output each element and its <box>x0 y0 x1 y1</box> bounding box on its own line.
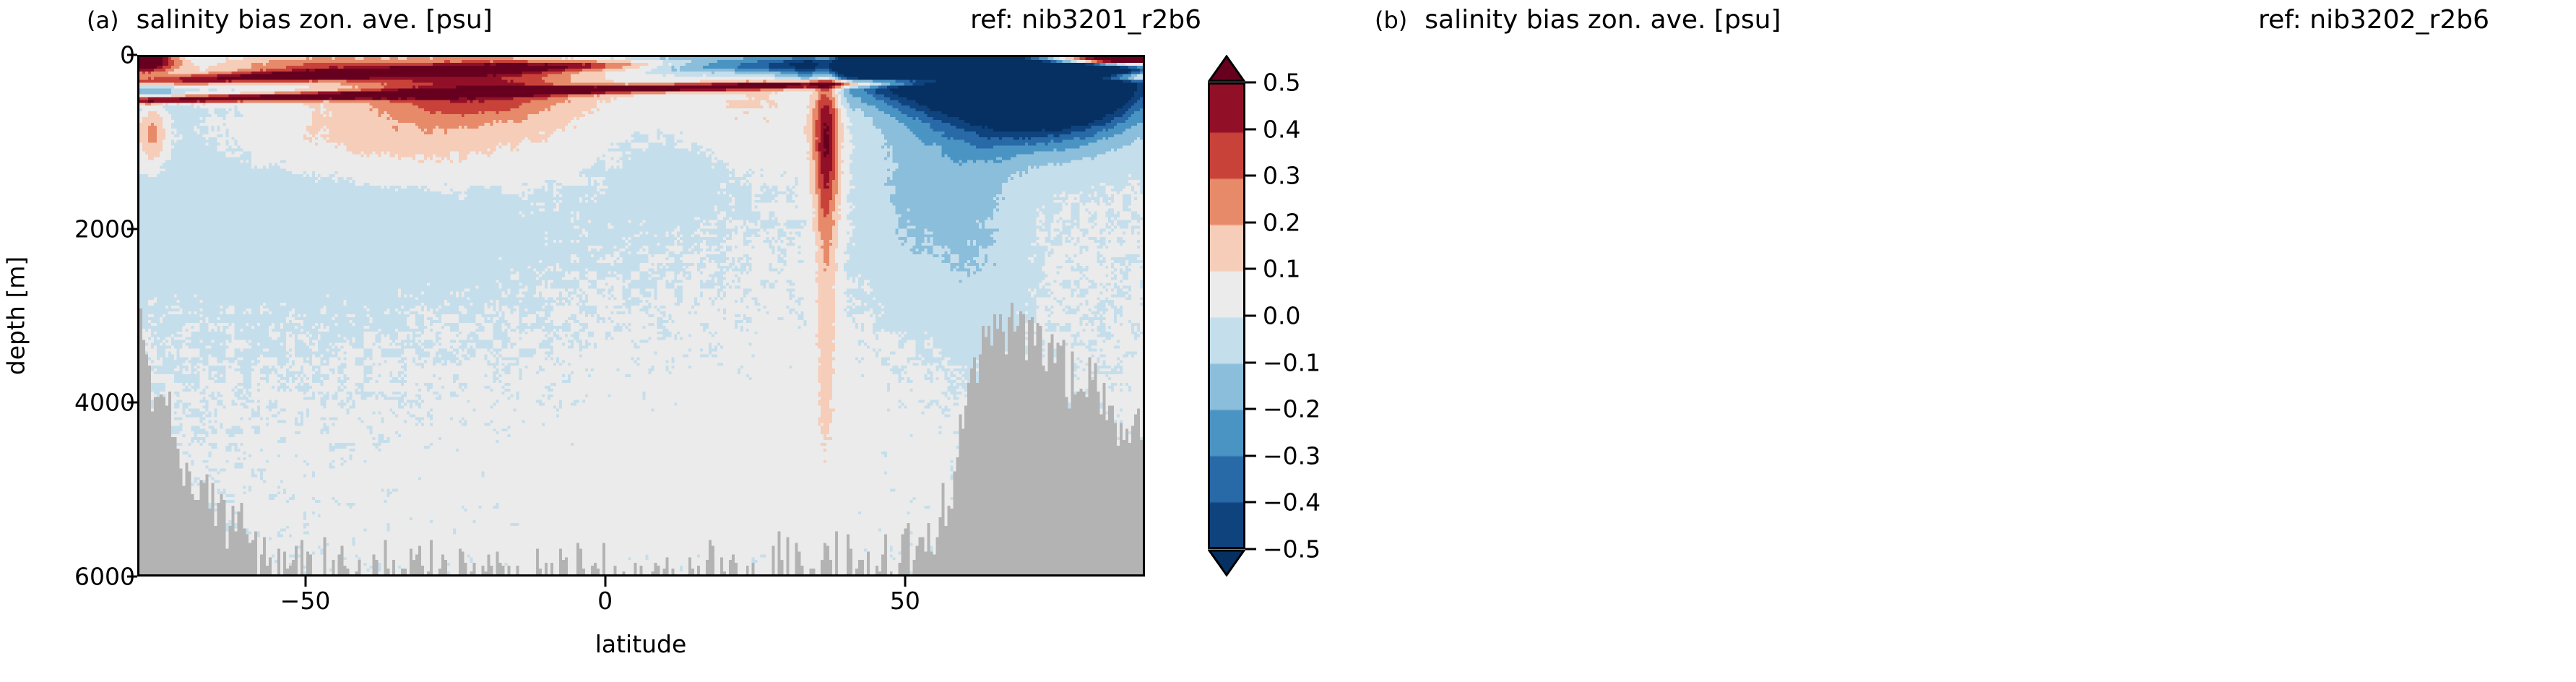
y-tick-mark <box>127 53 137 56</box>
colorbar-tick-label: 0.3 <box>1263 161 1301 190</box>
y-tick-mark <box>127 228 137 230</box>
panel-a-plot-area <box>137 55 1145 577</box>
colorbar-tick-mark <box>1245 128 1256 131</box>
x-tick-label: −50 <box>280 587 331 615</box>
x-tick-mark <box>604 577 607 587</box>
colorbar-tick-mark <box>1245 501 1256 504</box>
colorbar-tick-label: 0.4 <box>1263 115 1301 144</box>
panel-b-reference-label: ref: nib3202_r2b6 <box>2258 5 2489 35</box>
panel-a-title-text: salinity bias zon. ave. [psu] <box>136 5 493 35</box>
colorbar-a-extend-max <box>1208 55 1245 82</box>
colorbar-tick-mark <box>1245 454 1256 457</box>
panel-b-tag: (b) <box>1375 7 1408 34</box>
panel-b: (b) salinity bias zon. ave. [psu] ref: n… <box>1288 0 2576 682</box>
x-tick-mark <box>304 577 306 587</box>
colorbar-tick-label: 0.2 <box>1263 208 1301 237</box>
colorbar-tick-label: 0.5 <box>1263 68 1301 97</box>
colorbar-tick-mark <box>1245 174 1256 177</box>
panel-b-title: (b) salinity bias zon. ave. [psu] <box>1375 6 2502 35</box>
x-tick-mark <box>904 577 907 587</box>
colorbar-tick-mark <box>1245 267 1256 270</box>
colorbar-a-extend-min <box>1208 549 1245 577</box>
y-tick-label: 2000 <box>74 215 135 243</box>
colorbar-tick-mark <box>1245 221 1256 224</box>
colorbar-tick-mark <box>1245 548 1256 551</box>
y-tick-label: 4000 <box>74 388 135 417</box>
panel-a-tag: (a) <box>87 7 119 34</box>
colorbar-tick-label: −0.4 <box>1263 488 1321 517</box>
y-tick-label: 6000 <box>74 562 135 591</box>
panel-a: (a) salinity bias zon. ave. [psu] ref: n… <box>1 5 1321 659</box>
colorbar-tick-label: −0.5 <box>1263 535 1321 564</box>
panel-a-colorbar: 0.5 0.4 0.3 0.2 0.1 0.0 −0.1 −0.2 −0.3 −0.4 −0.5 <box>1208 55 1321 577</box>
colorbar-tick-mark <box>1245 314 1256 317</box>
colorbar-a-gradient <box>1208 82 1245 549</box>
colorbar-tick-mark <box>1245 407 1256 410</box>
panel-b-title-text: salinity bias zon. ave. [psu] <box>1425 5 1781 35</box>
colorbar-tick-mark <box>1245 361 1256 364</box>
colorbar-tick-label: −0.1 <box>1263 348 1321 377</box>
y-axis-label: depth [m] <box>1 256 30 376</box>
panel-a-heatmap <box>139 57 1143 574</box>
y-tick-mark <box>127 401 137 404</box>
colorbar-tick-label: 0.0 <box>1263 301 1301 330</box>
panel-a-title: (a) salinity bias zon. ave. [psu] <box>87 6 1214 35</box>
x-tick-label: 0 <box>597 587 613 615</box>
panel-a-x-axis-label: latitude <box>595 630 687 658</box>
y-tick-mark <box>127 575 137 578</box>
panel-a-reference-label: ref: nib3201_r2b6 <box>970 5 1201 35</box>
colorbar-tick-mark <box>1245 81 1256 84</box>
colorbar-tick-label: −0.2 <box>1263 394 1321 423</box>
colorbar-tick-label: 0.1 <box>1263 254 1301 283</box>
colorbar-tick-label: −0.3 <box>1263 441 1321 470</box>
x-tick-label: 50 <box>889 587 920 615</box>
